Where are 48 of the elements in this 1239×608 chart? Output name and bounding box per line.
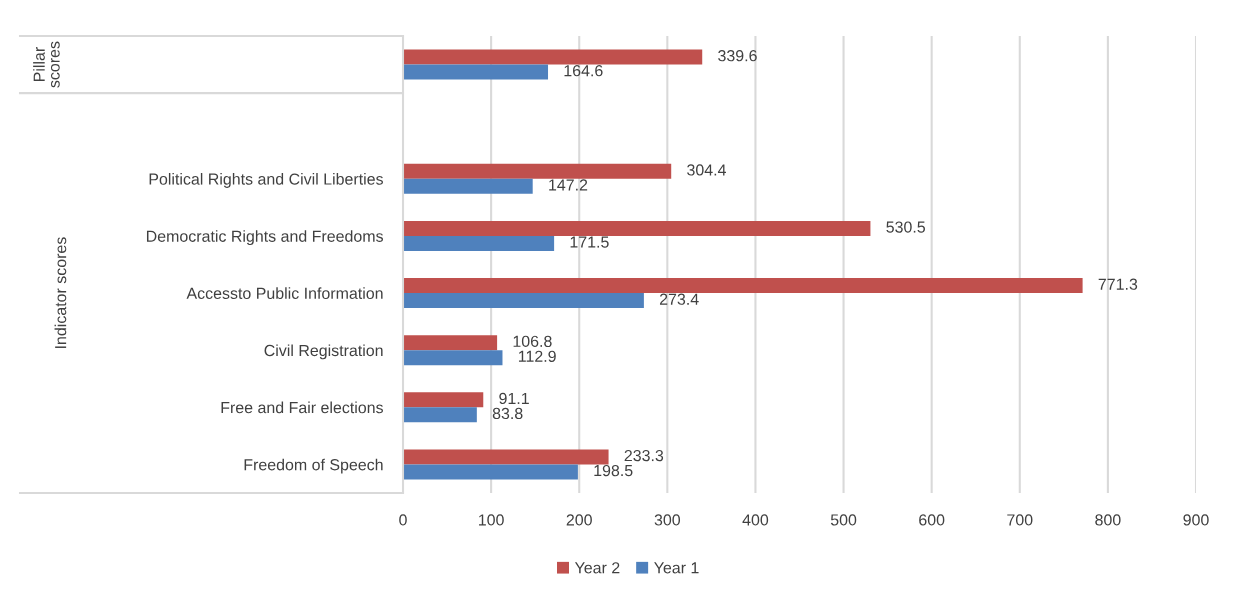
bar xyxy=(403,49,703,65)
x-tick-label: 700 xyxy=(1007,514,1033,526)
y-tick-label: Democratic Rights and Freedoms xyxy=(146,230,383,246)
x-tick-label: 100 xyxy=(479,514,504,526)
bar xyxy=(403,278,1083,294)
bar xyxy=(403,449,609,465)
data-label: 233.3 xyxy=(624,449,664,462)
text: Pillar scores xyxy=(33,41,60,88)
data-label: 530.5 xyxy=(886,221,926,233)
data-label: 83.8 xyxy=(492,407,523,420)
bar xyxy=(403,464,578,480)
legend-label: Year 2 xyxy=(574,562,620,574)
data-label: 273.4 xyxy=(659,293,699,305)
bar xyxy=(403,235,555,251)
bar xyxy=(403,163,672,179)
bar xyxy=(403,350,503,366)
x-tick-label: 600 xyxy=(919,514,945,526)
y-tick-label: Accessto Public Information xyxy=(186,287,383,300)
y-tick-label: Civil Registration xyxy=(264,344,383,360)
legend-label: Year 1 xyxy=(654,562,699,574)
data-label: 304.4 xyxy=(687,164,726,176)
data-label: 171.5 xyxy=(570,236,609,248)
x-tick-label: 500 xyxy=(830,514,857,526)
bar xyxy=(403,220,871,236)
x-tick-label: 300 xyxy=(654,514,681,526)
data-label: 106.8 xyxy=(513,335,552,347)
data-label: 164.6 xyxy=(564,65,603,77)
data-label: 339.6 xyxy=(718,50,757,62)
text: Indicator scores xyxy=(54,237,67,348)
bar xyxy=(403,64,549,80)
bar xyxy=(403,293,644,309)
data-label: 771.3 xyxy=(1098,278,1138,290)
y-tick-label: Freedom of Speech xyxy=(244,458,383,474)
data-label: 198.5 xyxy=(594,464,633,477)
bar xyxy=(403,335,498,351)
data-label: 91.1 xyxy=(499,392,529,405)
x-tick-label: 200 xyxy=(566,514,592,526)
data-label: 112.9 xyxy=(518,350,556,362)
data-label: 147.2 xyxy=(549,179,588,191)
x-tick-label: 400 xyxy=(742,514,769,526)
bar xyxy=(403,392,484,408)
x-tick-label: 0 xyxy=(399,514,407,526)
x-tick-label: 900 xyxy=(1183,514,1209,526)
y-tick-label: Free and Fair elections xyxy=(221,401,383,414)
bar xyxy=(403,178,533,194)
y-tick-label: Political Rights and Civil Liberties xyxy=(149,173,383,188)
x-tick-label: 800 xyxy=(1095,514,1121,526)
bar xyxy=(403,407,477,423)
